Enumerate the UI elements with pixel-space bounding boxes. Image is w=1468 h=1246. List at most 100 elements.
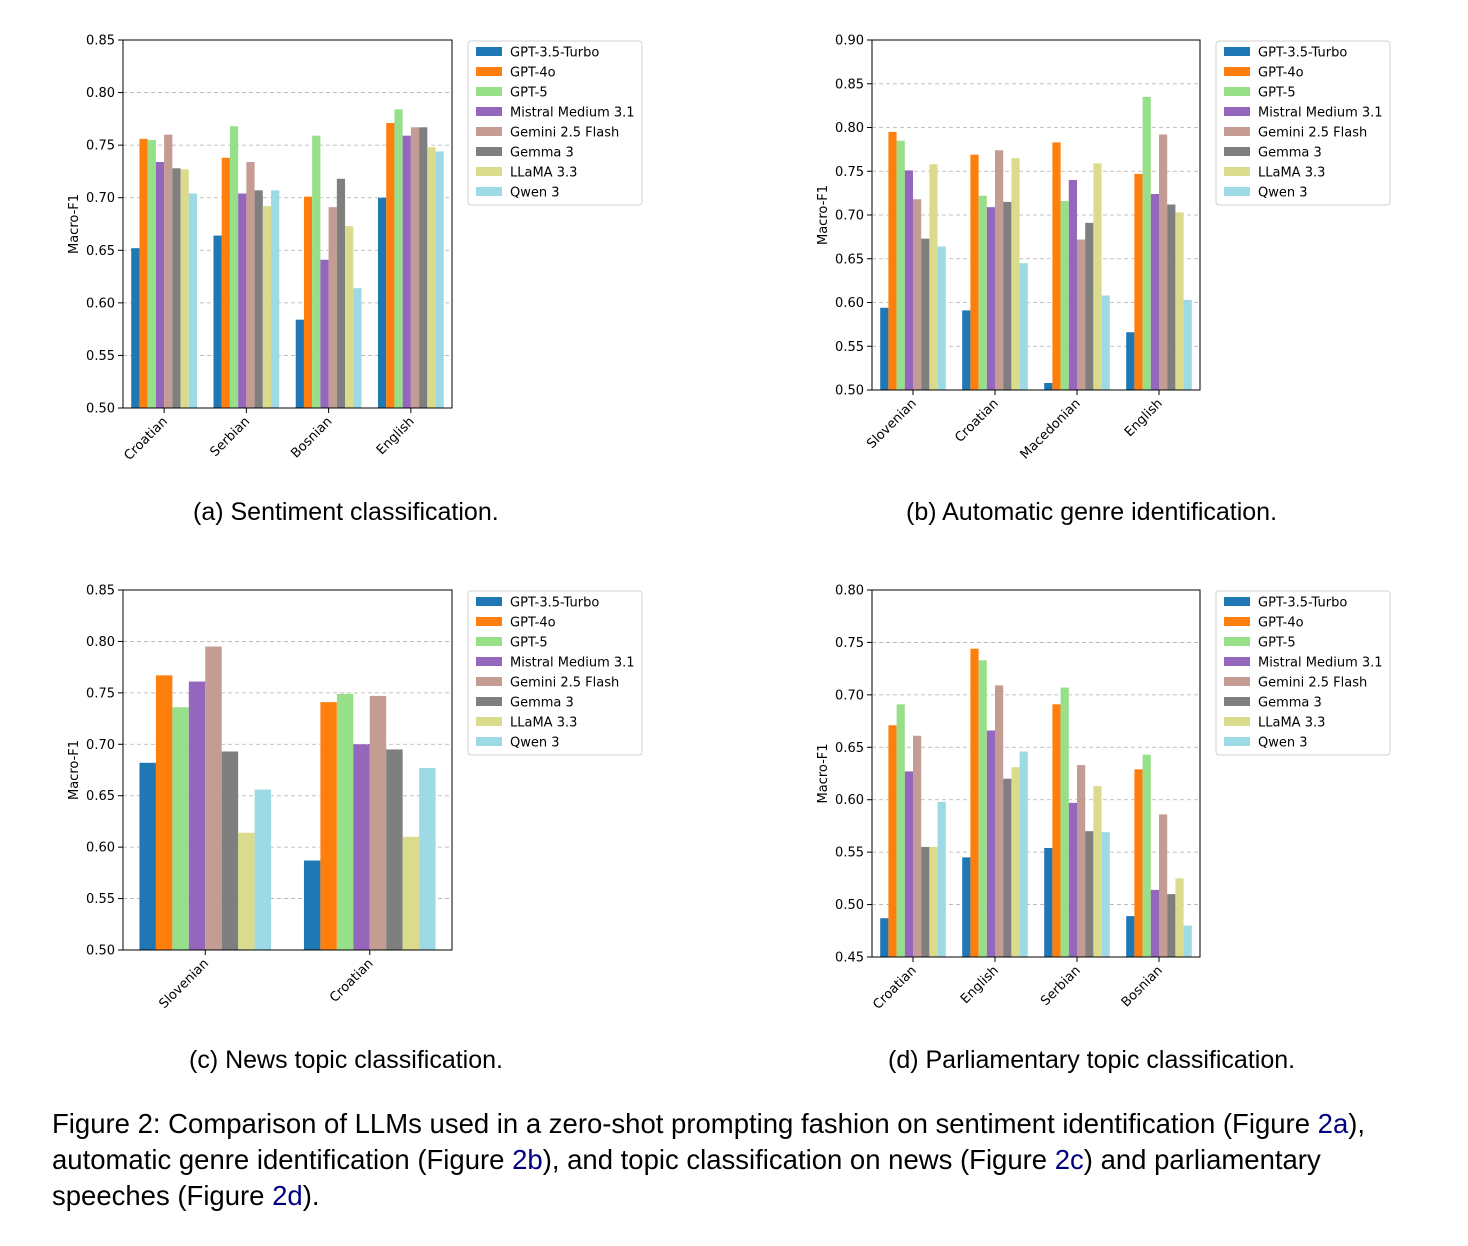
legend-label: GPT-5 [510, 636, 548, 651]
bar [1150, 194, 1159, 390]
figure-ref-2b[interactable]: 2b [512, 1144, 543, 1175]
y-tick-label: 0.50 [86, 944, 115, 959]
chart-news-topic: 0.50 0.55 0.60 0.65 0.70 0.75 0.80 0.85 Macro-F1… [67, 584, 643, 1012]
legend-label: LLaMA 3.3 [510, 166, 577, 181]
bar [1077, 239, 1086, 390]
bar [139, 138, 148, 408]
bar [937, 246, 946, 390]
legend-label: GPT-3.5-Turbo [1258, 46, 1347, 61]
legend-swatch [1224, 697, 1250, 706]
legend-label: GPT-4o [1258, 66, 1304, 81]
y-tick-label: 0.75 [835, 165, 864, 180]
y-tick-label: 0.60 [86, 296, 115, 311]
chart-parliament-topic: 0.45 0.50 0.55 0.60 0.65 0.70 0.75 0.80 Macro-F1… [816, 584, 1391, 1013]
y-tick-label: 0.80 [86, 86, 115, 101]
bar [410, 127, 420, 409]
bar [155, 675, 173, 950]
bar [345, 226, 354, 408]
bar [995, 685, 1004, 957]
y-tick-label: 0.90 [835, 34, 864, 49]
y-tick-label: 0.65 [86, 789, 115, 804]
bar [929, 846, 938, 957]
y-tick-label: 0.65 [835, 252, 864, 267]
subcaption-b: (b) Automatic genre identification. [906, 498, 1278, 526]
legend-label: Gemini 2.5 Flash [1258, 126, 1367, 141]
legend-label: GPT-5 [1258, 86, 1296, 101]
bar [1060, 687, 1069, 957]
bar [262, 206, 272, 408]
bar [888, 725, 897, 957]
bar [1011, 158, 1020, 390]
figure-ref-2c[interactable]: 2c [1054, 1144, 1084, 1175]
legend-swatch [1224, 87, 1250, 96]
bar [435, 151, 444, 409]
bar [402, 135, 411, 408]
y-tick-label: 0.50 [835, 384, 864, 399]
x-tick-label: Serbian [1038, 963, 1084, 1009]
legend-label: Gemma 3 [1258, 146, 1322, 161]
y-axis-label: Macro-F1 [816, 185, 831, 245]
caption-text: ) and parliamentary speeches (Figure [52, 1144, 1321, 1211]
bar [164, 134, 173, 408]
bar [995, 150, 1004, 390]
legend-label: GPT-4o [510, 616, 556, 631]
bar [962, 857, 971, 957]
legend-swatch [1224, 187, 1250, 196]
figure-ref-2d[interactable]: 2d [272, 1180, 303, 1211]
bar [1150, 889, 1159, 957]
y-tick-label: 0.85 [835, 77, 864, 92]
legend-label: Qwen 3 [510, 186, 560, 201]
bar [1134, 173, 1143, 390]
bar [205, 646, 222, 950]
figure-ref-2a[interactable]: 2a [1317, 1108, 1349, 1139]
bar [1085, 831, 1094, 957]
chart-sentiment: 0.50 0.55 0.60 0.65 0.70 0.75 0.80 0.85 Macro-F1… [67, 34, 643, 464]
legend-label: Gemma 3 [510, 146, 574, 161]
x-tick-label: Croatian [121, 414, 170, 463]
plot-frame [871, 39, 1201, 391]
bar [238, 832, 255, 950]
y-tick-label: 0.60 [835, 296, 864, 311]
bar [271, 190, 280, 408]
legend-swatch [1224, 127, 1250, 136]
legend-label: GPT-4o [510, 66, 556, 81]
plot-frame [871, 589, 1201, 958]
y-tick-label: 0.85 [86, 34, 115, 49]
legend-swatch [1224, 107, 1250, 116]
bar [1126, 916, 1135, 957]
y-tick-label: 0.65 [86, 244, 115, 259]
bar [238, 193, 247, 408]
legend-label: LLaMA 3.3 [1258, 166, 1325, 181]
x-tick-label: Bosnian [1119, 963, 1166, 1010]
bar [970, 648, 979, 957]
bar [254, 190, 263, 408]
legend [1215, 590, 1391, 756]
bar [180, 169, 189, 408]
legend-swatch [476, 127, 502, 136]
x-tick-label: Croatian [327, 956, 376, 1005]
bar [962, 310, 971, 390]
bar [888, 131, 897, 390]
y-axis-label: Macro-F1 [67, 740, 82, 800]
bar [1011, 767, 1020, 957]
y-tick-label: 0.70 [835, 688, 864, 703]
plot-frame [122, 589, 453, 951]
legend-label: Gemini 2.5 Flash [510, 126, 619, 141]
y-tick-label: 0.45 [835, 951, 864, 966]
bar [978, 195, 987, 390]
y-tick-label: 0.85 [86, 584, 115, 599]
x-tick-label: English [958, 963, 1002, 1007]
bar [1093, 163, 1102, 390]
legend-swatch [1224, 67, 1250, 76]
bar [986, 730, 995, 957]
y-tick-label: 0.60 [835, 793, 864, 808]
y-tick-label: 0.80 [835, 121, 864, 136]
legend-swatch [1224, 47, 1250, 56]
y-tick-label: 0.80 [86, 635, 115, 650]
bar [155, 161, 165, 408]
y-tick-label: 0.70 [86, 738, 115, 753]
y-tick-label: 0.55 [835, 340, 864, 355]
caption-text: ). [302, 1180, 320, 1211]
bar [1142, 754, 1151, 957]
bar [970, 154, 979, 390]
